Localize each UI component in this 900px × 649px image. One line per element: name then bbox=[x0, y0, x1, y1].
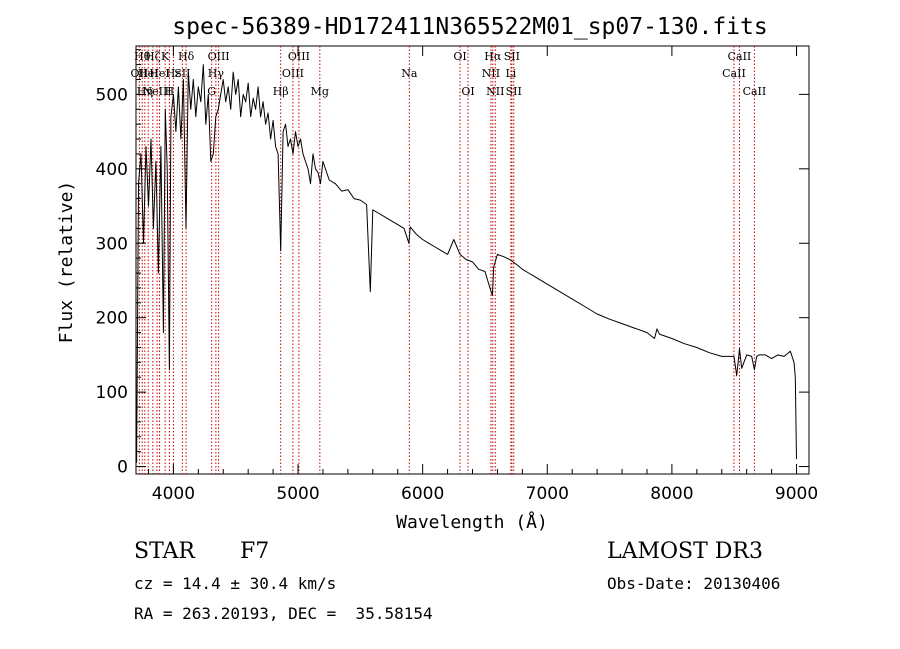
y-tick-label-100: 100 bbox=[96, 383, 128, 403]
line-label-hei: HeI bbox=[138, 67, 158, 80]
observation-date: Obs-Date: 20130406 bbox=[607, 574, 781, 593]
y-tick-label-0: 0 bbox=[117, 458, 128, 478]
y-axis-label: Flux (relative) bbox=[56, 181, 77, 344]
plot-frame bbox=[135, 45, 810, 475]
y-tick-label-500: 500 bbox=[96, 85, 128, 105]
x-tick-label-5000: 5000 bbox=[276, 484, 319, 504]
line-label-hei: HeI bbox=[149, 67, 169, 80]
spectrum-series bbox=[136, 64, 797, 463]
line-label-h: H bbox=[165, 85, 175, 98]
survey-name: LAMOST DR3 bbox=[607, 539, 763, 564]
line-label-hβ: Hβ bbox=[273, 85, 289, 98]
line-label-li: Li bbox=[505, 67, 516, 80]
line-label-hε: Hε bbox=[166, 67, 182, 80]
line-label-neiii: NeIII bbox=[142, 85, 171, 98]
redshift-cz: cz = 14.4 ± 30.4 km/s bbox=[134, 574, 337, 593]
line-label-caii: CaII bbox=[728, 50, 752, 63]
line-label-g: G bbox=[207, 85, 216, 98]
x-tick-label-9000: 9000 bbox=[775, 484, 818, 504]
line-label-sii: SII bbox=[174, 67, 190, 80]
line-label-oi: OI bbox=[453, 50, 466, 63]
line-label-hγ: Hγ bbox=[208, 67, 225, 80]
line-label-hα: Hα bbox=[484, 50, 502, 63]
line-label-oii: OII bbox=[131, 67, 149, 80]
y-tick-label-300: 300 bbox=[96, 234, 128, 254]
line-label-sii: SII bbox=[506, 85, 522, 98]
line-label-oiii: OIII bbox=[208, 50, 230, 63]
line-label-k: K bbox=[161, 50, 170, 63]
x-tick-label-6000: 6000 bbox=[401, 484, 444, 504]
line-label-hδ: Hδ bbox=[178, 50, 195, 63]
object-class: STAR bbox=[134, 539, 195, 564]
line-label-mg: Mg bbox=[311, 85, 329, 98]
line-label-nii: NII bbox=[482, 67, 500, 80]
line-label-na: Na bbox=[401, 67, 418, 80]
line-label-oi: OI bbox=[461, 85, 474, 98]
line-label-oiii: OIII bbox=[288, 50, 310, 63]
line-label-nii: NII bbox=[486, 85, 504, 98]
x-tick-label-4000: 4000 bbox=[152, 484, 195, 504]
line-label-hθ: Hθ bbox=[134, 50, 151, 63]
x-axis-label: Wavelength (Å) bbox=[396, 511, 548, 533]
object-subclass: F7 bbox=[240, 539, 270, 564]
y-tick-label-400: 400 bbox=[96, 160, 128, 180]
chart-title: spec-56389-HD172411N365522M01_sp07-130.f… bbox=[172, 14, 767, 40]
line-label-hζ: Hζ bbox=[145, 50, 161, 63]
x-tick-label-8000: 8000 bbox=[650, 484, 693, 504]
line-label-oiii: OIII bbox=[282, 67, 304, 80]
spectrum-chart: spec-56389-HD172411N365522M01_sp07-130.f… bbox=[56, 14, 818, 533]
line-label-caii: CaII bbox=[743, 85, 767, 98]
x-tick-label-7000: 7000 bbox=[526, 484, 569, 504]
line-label-sii: SII bbox=[504, 50, 520, 63]
line-label-caii: CaII bbox=[722, 67, 746, 80]
coordinates: RA = 263.20193, DEC = 35.58154 bbox=[134, 604, 433, 623]
y-tick-label-200: 200 bbox=[96, 309, 128, 329]
